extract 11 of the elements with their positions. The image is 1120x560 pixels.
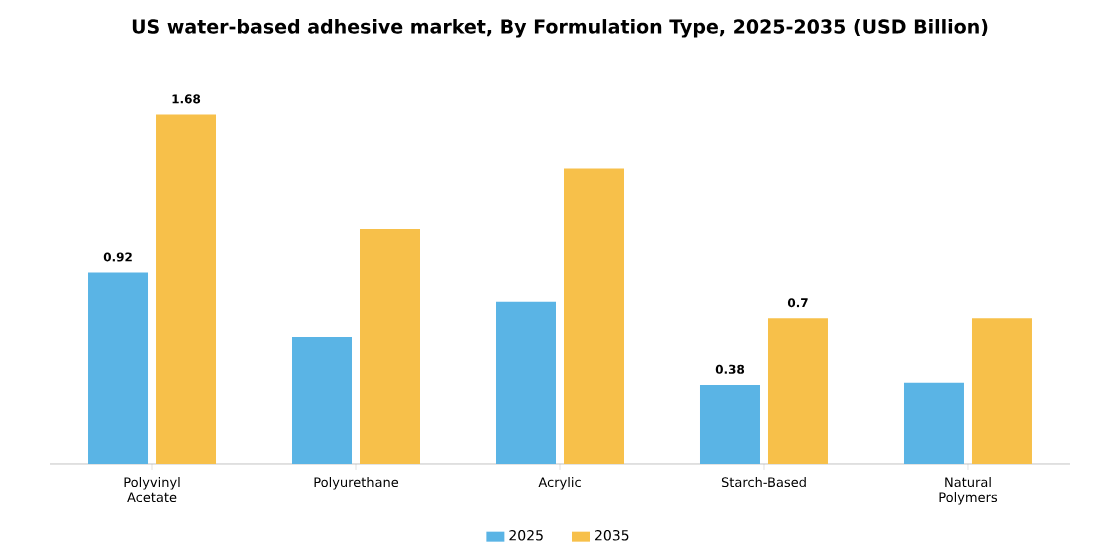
bar <box>971 318 1032 464</box>
chart-title: US water-based adhesive market, By Formulation Type, 2025-2035 (USD Billion) <box>132 19 988 38</box>
bar <box>496 301 556 464</box>
bar <box>767 318 828 464</box>
bar <box>292 337 353 464</box>
bar <box>564 168 624 464</box>
bar <box>88 272 149 464</box>
bar <box>156 114 217 464</box>
bar <box>699 384 760 464</box>
bar <box>903 382 964 464</box>
bar <box>360 228 420 464</box>
